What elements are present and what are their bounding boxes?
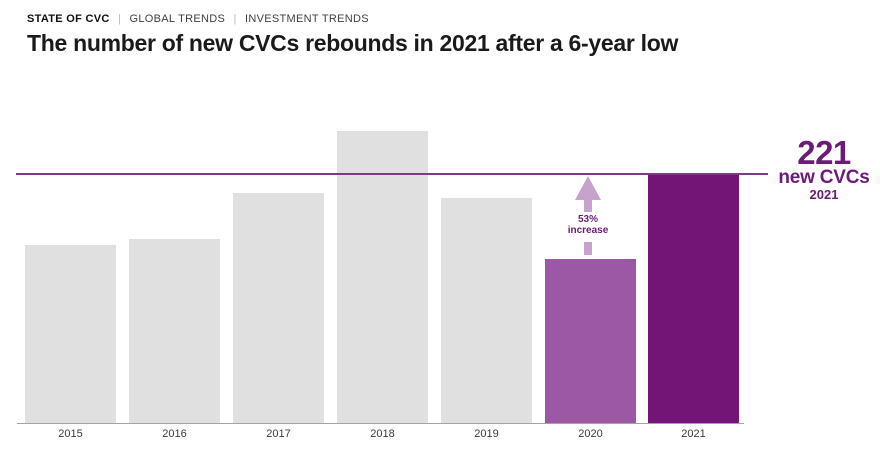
x-tick-label-2020: 2020 xyxy=(578,428,603,440)
arrow-shaft-lower xyxy=(584,242,592,255)
x-tick-label-2016: 2016 xyxy=(162,428,187,440)
value-callout: 221 new CVCs 2021 xyxy=(766,134,880,202)
x-tick-label-2021: 2021 xyxy=(681,428,706,440)
bar-2019 xyxy=(441,198,532,423)
callout-label: new CVCs xyxy=(778,167,870,188)
bar-2018 xyxy=(337,130,428,423)
arrow-shaft-upper xyxy=(584,200,592,212)
increase-label: 53% increase xyxy=(568,214,609,236)
bar-2016 xyxy=(129,238,220,423)
breadcrumb-item-global-trends: GLOBAL TRENDS xyxy=(129,13,226,25)
breadcrumb-separator-icon: | xyxy=(118,13,122,25)
bar-2020 xyxy=(545,259,636,423)
x-tick-label-2015: 2015 xyxy=(58,428,83,440)
bar-2021 xyxy=(648,173,739,423)
breadcrumb-separator-icon: | xyxy=(233,13,237,25)
chart-title: The number of new CVCs rebounds in 2021 … xyxy=(27,30,679,56)
breadcrumb-item-state-of-cvc: STATE OF CVC xyxy=(27,13,110,25)
callout-value: 221 xyxy=(797,134,851,171)
threshold-line-221 xyxy=(16,172,768,175)
x-tick-label-2019: 2019 xyxy=(474,428,499,440)
callout-year: 2021 xyxy=(809,187,839,202)
x-axis-line xyxy=(17,422,744,424)
x-tick-label-2017: 2017 xyxy=(266,428,291,440)
arrow-up-icon xyxy=(575,176,601,200)
breadcrumb: STATE OF CVC | GLOBAL TRENDS | INVESTMEN… xyxy=(27,13,369,25)
breadcrumb-item-investment-trends: INVESTMENT TRENDS xyxy=(245,13,369,25)
increase-label-word: increase xyxy=(567,225,609,236)
increase-label-percent: 53% xyxy=(577,214,598,225)
bar-2015 xyxy=(25,244,116,423)
increase-annotation: 53% increase xyxy=(548,176,628,255)
bar-2017 xyxy=(233,192,324,423)
x-tick-label-2018: 2018 xyxy=(370,428,395,440)
